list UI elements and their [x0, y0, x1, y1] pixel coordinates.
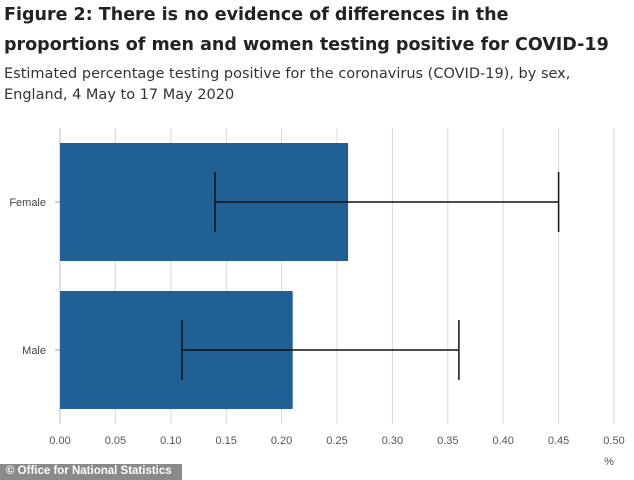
- x-tick-label: 0.45: [548, 435, 569, 447]
- x-tick-label: 0.25: [326, 435, 347, 447]
- error-bar-male: [181, 320, 460, 380]
- x-axis-tick-labels: 0.00 0.05 0.10 0.15 0.20 0.25 0.30 0.35 0.40 0.45…: [49, 435, 624, 447]
- x-tick-label: 0.15: [215, 435, 236, 447]
- chart-title: Figure 2: There is no evidence of differ…: [4, 5, 609, 55]
- y-label-female: Female: [9, 197, 46, 209]
- x-tick-label: 0.30: [382, 435, 403, 447]
- x-tick-label: 0.05: [105, 435, 126, 447]
- x-tick-label: 0.00: [49, 435, 70, 447]
- bars: [55, 143, 349, 409]
- x-tick-label: 0.35: [437, 435, 458, 447]
- gridlines: [59, 128, 615, 424]
- x-tick-label: 0.50: [603, 435, 624, 447]
- y-label-male: Male: [22, 345, 46, 357]
- error-bars: [181, 172, 560, 380]
- source-footer: © Office for National Statistics: [0, 464, 182, 480]
- chart-subtitle: Estimated percentage testing positive fo…: [4, 66, 571, 103]
- x-tick-label: 0.40: [492, 435, 513, 447]
- error-bar-female: [214, 172, 560, 232]
- source-credit: © Office for National Statistics: [6, 465, 172, 477]
- x-tick-label: 0.20: [271, 435, 292, 447]
- x-tick-label: 0.10: [160, 435, 181, 447]
- y-axis-labels: Female Male: [9, 197, 46, 357]
- x-axis-unit: %: [604, 456, 614, 468]
